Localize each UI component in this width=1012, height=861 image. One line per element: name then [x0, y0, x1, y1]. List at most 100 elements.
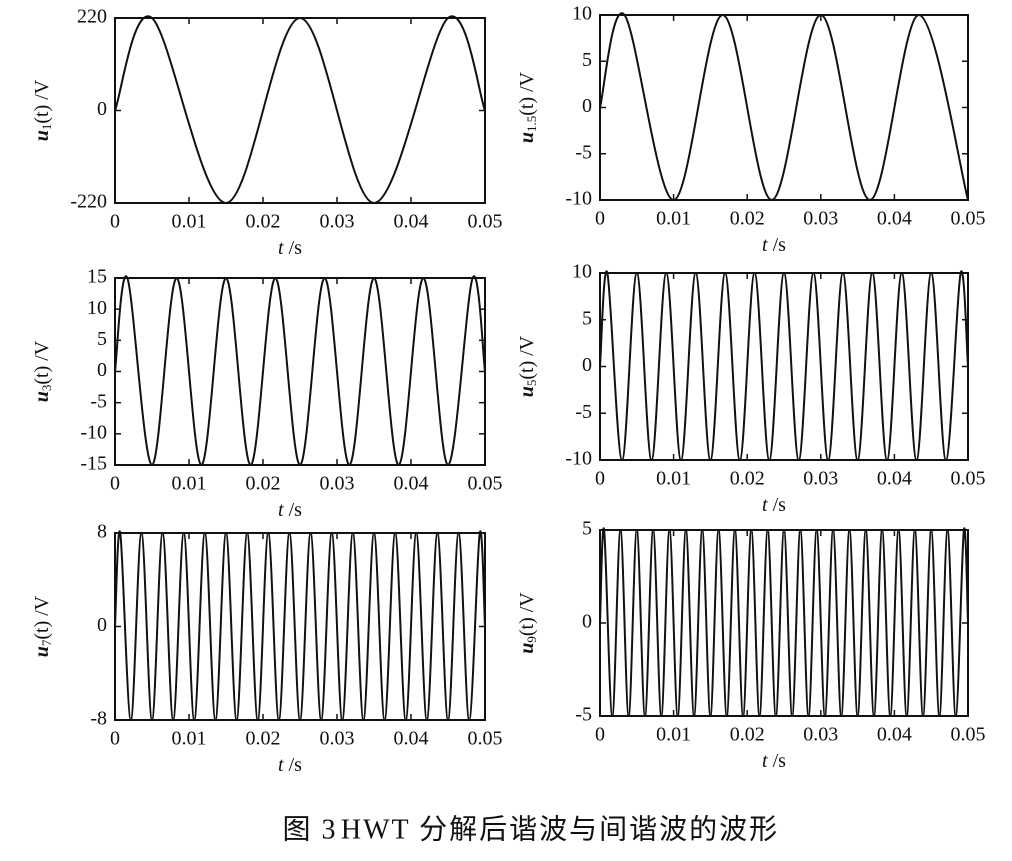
x-tick-label: 0.02: [730, 468, 765, 490]
y-axis-label: u7(t) /V: [31, 595, 54, 657]
y-tick-label: -5: [575, 401, 592, 423]
y-tick-label: 0: [97, 98, 107, 120]
y-tick-label: -5: [90, 390, 107, 412]
x-label-unit: /s: [768, 234, 787, 256]
x-label-var: t: [278, 237, 284, 259]
y-tick-label: 0: [582, 95, 592, 117]
y-label-sub: 1.5: [524, 116, 539, 132]
x-label-var: t: [278, 499, 284, 521]
y-label-var: u: [31, 391, 53, 402]
x-tick-label: 0.04: [394, 211, 429, 233]
x-tick-label: 0: [110, 473, 120, 495]
y-label-rest: (t) /V: [516, 71, 538, 115]
y-tick-label: 10: [87, 297, 107, 319]
x-tick-label: 0.01: [172, 211, 207, 233]
waveform: [114, 15, 486, 205]
x-tick-label: 0: [110, 728, 120, 750]
y-label-rest: (t) /V: [31, 340, 53, 384]
x-tick-label: 0.04: [877, 468, 912, 490]
y-tick-label: 10: [572, 3, 592, 25]
y-label-sub: 1: [39, 124, 54, 131]
y-tick-label: 0: [97, 614, 107, 636]
x-tick-label: 0.02: [730, 724, 765, 746]
y-tick-label: -10: [565, 188, 592, 210]
y-label-rest: (t) /V: [31, 595, 53, 639]
y-tick-label: -10: [80, 421, 107, 443]
y-axis-label: u3(t) /V: [31, 340, 54, 402]
y-label-sub: 5: [524, 380, 539, 387]
x-tick-label: 0.01: [656, 468, 691, 490]
y-axis-label: u1(t) /V: [31, 79, 54, 141]
x-tick-label: 0: [595, 208, 605, 230]
y-axis-label: u5(t) /V: [516, 335, 539, 397]
y-label-rest: (t) /V: [31, 79, 53, 123]
x-label-var: t: [278, 754, 284, 776]
x-tick-label: 0.05: [951, 724, 986, 746]
waveform: [114, 275, 486, 467]
y-tick-label: -5: [575, 141, 592, 163]
y-tick-label: 220: [77, 6, 107, 28]
y-tick-label: -8: [90, 708, 107, 730]
x-tick-label: 0.01: [656, 724, 691, 746]
x-axis-label: t /s: [762, 494, 786, 516]
x-axis-label: t /s: [278, 499, 302, 521]
x-tick-label: 0.03: [803, 468, 838, 490]
y-label-var: u: [31, 130, 53, 141]
y-tick-label: -10: [565, 448, 592, 470]
x-tick-label: 0.03: [320, 728, 355, 750]
x-tick-label: 0.01: [656, 208, 691, 230]
y-tick-label: 5: [582, 307, 592, 329]
figure-caption: HWT 分解后谐波与间谐波的波形: [341, 813, 779, 845]
y-tick-label: -15: [80, 453, 107, 475]
x-label-var: t: [762, 494, 768, 516]
x-tick-label: 0.02: [730, 208, 765, 230]
waveform: [599, 270, 969, 462]
x-label-unit: /s: [284, 754, 303, 776]
x-tick-label: 0.03: [320, 473, 355, 495]
y-label-var: u: [31, 646, 53, 657]
y-tick-label: 5: [582, 518, 592, 540]
x-tick-label: 0.05: [468, 728, 503, 750]
x-tick-label: 0.05: [468, 473, 503, 495]
y-tick-label: 0: [97, 359, 107, 381]
x-tick-label: 0.03: [803, 208, 838, 230]
x-label-unit: /s: [284, 237, 303, 259]
y-label-rest: (t) /V: [516, 592, 538, 636]
y-label-rest: (t) /V: [516, 335, 538, 379]
y-label-var: u: [516, 643, 538, 654]
x-tick-label: 0: [110, 211, 120, 233]
y-axis-label: u9(t) /V: [516, 592, 539, 654]
waveform: [599, 527, 969, 718]
x-tick-label: 0.05: [951, 468, 986, 490]
x-label-unit: /s: [768, 750, 787, 772]
y-tick-label: 0: [582, 611, 592, 633]
y-label-sub: 3: [39, 385, 54, 392]
x-axis-label: t /s: [762, 750, 786, 772]
x-tick-label: 0.01: [172, 473, 207, 495]
x-tick-label: 0: [595, 468, 605, 490]
figure-number: 图 3: [282, 814, 337, 845]
y-tick-label: 0: [582, 354, 592, 376]
x-tick-label: 0.03: [320, 211, 355, 233]
x-label-unit: /s: [284, 499, 303, 521]
x-axis-label: t /s: [278, 237, 302, 259]
y-label-var: u: [516, 386, 538, 397]
x-axis-label: t /s: [762, 234, 786, 256]
waveform: [114, 530, 486, 722]
x-tick-label: 0.04: [394, 728, 429, 750]
y-tick-label: 15: [87, 266, 107, 288]
y-axis-label: u1.5(t) /V: [516, 71, 539, 143]
x-tick-label: 0.01: [172, 728, 207, 750]
y-tick-label: -220: [70, 191, 107, 213]
x-tick-label: 0.05: [951, 208, 986, 230]
x-tick-label: 0.05: [468, 211, 503, 233]
y-tick-label: 5: [582, 49, 592, 71]
x-label-var: t: [762, 750, 768, 772]
x-axis-label: t /s: [278, 754, 302, 776]
y-tick-label: -5: [575, 704, 592, 726]
y-tick-label: 8: [97, 521, 107, 543]
y-tick-label: 10: [572, 261, 592, 283]
y-label-sub: 9: [524, 636, 539, 643]
